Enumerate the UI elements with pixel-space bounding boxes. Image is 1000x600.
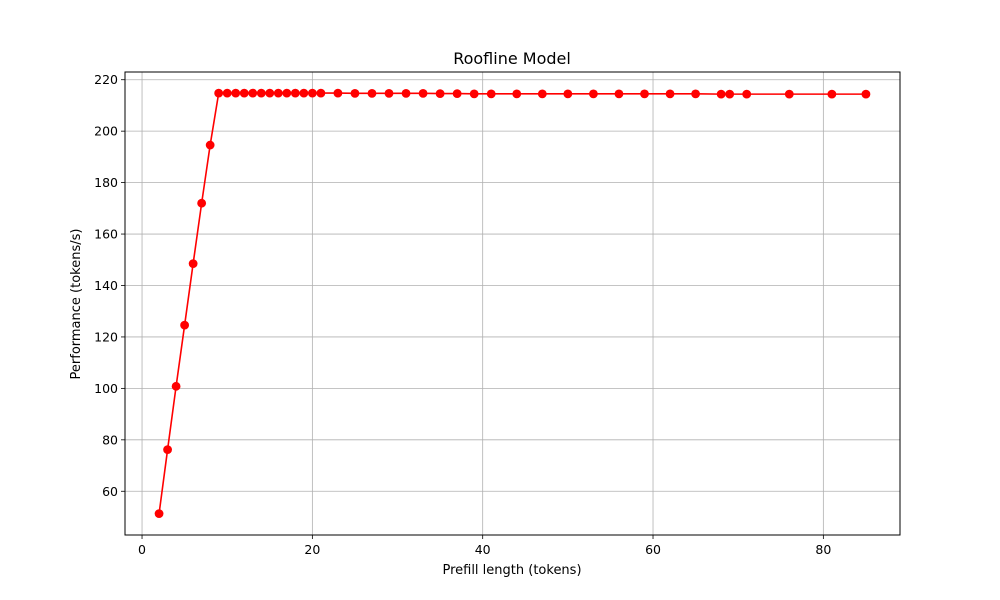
data-point bbox=[282, 88, 292, 98]
data-point bbox=[299, 88, 309, 98]
data-point bbox=[725, 89, 735, 99]
data-point bbox=[827, 89, 837, 99]
grid-lines bbox=[125, 72, 900, 535]
y-tick-label: 220 bbox=[94, 72, 118, 87]
data-point bbox=[197, 198, 207, 208]
data-point bbox=[214, 88, 224, 98]
data-point bbox=[640, 89, 649, 99]
y-tick-label: 140 bbox=[94, 278, 118, 293]
data-point bbox=[537, 89, 547, 99]
x-axis-label: Prefill length (tokens) bbox=[442, 563, 581, 578]
data-point bbox=[384, 88, 394, 98]
data-point bbox=[784, 89, 794, 99]
y-tick-label: 200 bbox=[94, 124, 118, 139]
data-point bbox=[333, 88, 343, 98]
data-point bbox=[248, 88, 258, 98]
data-point bbox=[350, 88, 360, 98]
data-point bbox=[154, 509, 164, 519]
data-point bbox=[205, 140, 215, 150]
data-point bbox=[222, 88, 232, 98]
x-tick-label: 20 bbox=[304, 542, 320, 557]
x-tick-label: 80 bbox=[815, 542, 831, 557]
data-point bbox=[231, 88, 241, 98]
data-point bbox=[316, 88, 326, 98]
data-point bbox=[435, 89, 445, 99]
data-point bbox=[452, 89, 462, 99]
y-tick-label: 100 bbox=[94, 381, 118, 396]
data-point bbox=[589, 89, 598, 99]
y-tick-label: 160 bbox=[94, 227, 118, 242]
data-point bbox=[188, 259, 198, 269]
data-point bbox=[401, 88, 411, 98]
x-tick-label: 0 bbox=[138, 542, 146, 557]
data-point bbox=[469, 89, 479, 99]
data-point bbox=[418, 88, 428, 98]
y-tick-label: 180 bbox=[94, 175, 118, 190]
plot-frame bbox=[124, 71, 901, 536]
data-point bbox=[665, 89, 675, 99]
data-point bbox=[367, 88, 377, 98]
y-tick-label: 60 bbox=[102, 484, 118, 499]
data-point bbox=[171, 381, 181, 391]
data-point bbox=[512, 89, 522, 99]
data-point bbox=[290, 88, 300, 98]
y-axis-label: Performance (tokens/s) bbox=[69, 229, 84, 380]
x-axis-ticks: 0 20 40 60 80 bbox=[138, 535, 831, 557]
data-point bbox=[716, 89, 726, 99]
data-point bbox=[691, 89, 701, 99]
y-axis-ticks: 60 80 100 120 140 160 180 200 220 bbox=[94, 72, 125, 499]
y-tick-label: 80 bbox=[102, 432, 118, 447]
chart-title: Roofline Model bbox=[453, 49, 571, 68]
x-tick-label: 60 bbox=[645, 542, 661, 557]
data-point bbox=[563, 89, 573, 99]
data-point bbox=[180, 320, 190, 330]
x-tick-label: 40 bbox=[475, 542, 491, 557]
data-point bbox=[614, 89, 624, 99]
data-point bbox=[307, 88, 317, 98]
series-layer bbox=[154, 88, 871, 519]
data-point bbox=[239, 88, 249, 98]
data-point bbox=[273, 88, 283, 98]
data-point bbox=[742, 89, 752, 99]
data-point bbox=[265, 88, 275, 98]
data-point bbox=[163, 445, 172, 455]
data-point bbox=[256, 88, 266, 98]
data-point bbox=[861, 89, 871, 99]
data-point bbox=[486, 89, 496, 99]
y-tick-label: 120 bbox=[94, 329, 118, 344]
